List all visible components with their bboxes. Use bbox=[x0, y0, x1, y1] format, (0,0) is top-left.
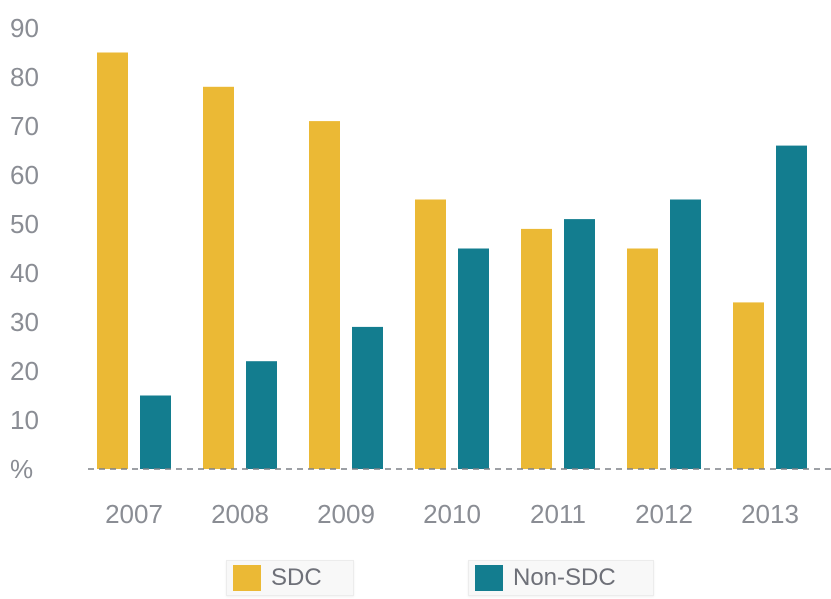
bar-non-sdc-2010 bbox=[458, 249, 489, 470]
y-tick-label: 10 bbox=[10, 405, 39, 435]
bar-sdc-2008 bbox=[203, 87, 234, 469]
x-tick-label: 2010 bbox=[423, 499, 481, 529]
x-tick-label: 2011 bbox=[530, 499, 586, 529]
bar-sdc-2010 bbox=[415, 200, 446, 470]
bar-sdc-2009 bbox=[309, 121, 340, 469]
y-axis-unit-label: % bbox=[10, 454, 33, 484]
x-tick-label: 2013 bbox=[741, 499, 799, 529]
bars-layer bbox=[97, 53, 807, 470]
x-tick-label: 2007 bbox=[105, 499, 163, 529]
y-tick-label: 80 bbox=[10, 62, 39, 92]
bar-sdc-2011 bbox=[521, 229, 552, 469]
legend-label-non-sdc: Non-SDC bbox=[513, 564, 616, 592]
bar-non-sdc-2007 bbox=[140, 396, 171, 470]
legend-label-sdc: SDC bbox=[271, 564, 322, 592]
y-tick-label: 60 bbox=[10, 160, 39, 190]
legend-swatch-non-sdc bbox=[475, 565, 503, 591]
bar-sdc-2013 bbox=[733, 302, 764, 469]
x-tick-label: 2012 bbox=[635, 499, 693, 529]
bar-chart: 10 20 30 40 50 60 70 80 90 % 2007 2008 2009 2010 201… bbox=[0, 0, 831, 560]
bar-non-sdc-2012 bbox=[670, 200, 701, 470]
y-tick-label: 70 bbox=[10, 111, 39, 141]
bar-sdc-2012 bbox=[627, 249, 658, 470]
y-axis-ticks: 10 20 30 40 50 60 70 80 90 bbox=[10, 13, 39, 435]
legend-item-non-sdc: Non-SDC bbox=[468, 560, 654, 596]
y-tick-label: 40 bbox=[10, 258, 39, 288]
x-axis-ticks: 2007 2008 2009 2010 2011 2012 2013 bbox=[105, 499, 799, 529]
y-tick-label: 50 bbox=[10, 209, 39, 239]
bar-non-sdc-2013 bbox=[776, 146, 807, 469]
x-tick-label: 2008 bbox=[211, 499, 269, 529]
x-tick-label: 2009 bbox=[317, 499, 375, 529]
y-tick-label: 20 bbox=[10, 356, 39, 386]
bar-sdc-2007 bbox=[97, 53, 128, 470]
y-tick-label: 90 bbox=[10, 13, 39, 43]
legend-item-sdc: SDC bbox=[226, 560, 354, 596]
legend-swatch-sdc bbox=[233, 565, 261, 591]
bar-non-sdc-2011 bbox=[564, 219, 595, 469]
y-tick-label: 30 bbox=[10, 307, 39, 337]
bar-non-sdc-2009 bbox=[352, 327, 383, 469]
bar-non-sdc-2008 bbox=[246, 361, 277, 469]
